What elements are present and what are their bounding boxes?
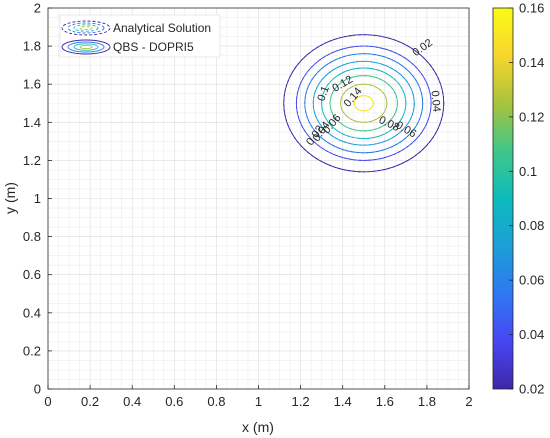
contour-qbs-0.14	[340, 83, 388, 123]
colorbar-tick-label: 0.1	[519, 164, 537, 179]
y-tick-label: 1	[34, 191, 41, 206]
colorbar-ticks: 0.02 0.04 0.06 0.08 0.1 0.12 0.14 0.16	[509, 1, 544, 397]
legend-symbol-ring	[67, 22, 105, 34]
colorbar-tick-label: 0.14	[519, 55, 544, 70]
legend-symbol-ring	[73, 24, 99, 32]
x-tick-label: 0.8	[207, 394, 225, 409]
legend-symbol-ring	[73, 43, 99, 51]
y-tick-label: 0.2	[23, 343, 41, 358]
y-axis-ticks: 0 0.2 0.4 0.6 0.8 1 1.2 1.4 1.6 1.8 2	[23, 1, 52, 397]
y-tick-label: 1.8	[23, 39, 41, 54]
contour-label: 0.1	[315, 84, 332, 102]
y-tick-label: 1.2	[23, 153, 41, 168]
x-axis-label: x (m)	[242, 419, 274, 435]
legend-label-analytical: Analytical Solution	[113, 21, 211, 35]
x-tick-label: 0	[44, 394, 51, 409]
x-tick-label: 1.4	[334, 394, 352, 409]
x-tick-label: 0.2	[81, 394, 99, 409]
y-tick-label: 2	[34, 1, 41, 16]
legend: Analytical Solution QBS - DOPRI5	[59, 14, 221, 58]
x-tick-label: 0.6	[165, 394, 183, 409]
x-tick-label: 0.4	[123, 394, 141, 409]
contour-qbs-0.06	[304, 53, 424, 154]
y-tick-label: 0.6	[23, 267, 41, 282]
x-axis-ticks: 0 0.2 0.4 0.6 0.8 1 1.2 1.4 1.6 1.8 2	[44, 385, 473, 409]
contour-qbs-0.1	[321, 67, 407, 139]
colorbar-tick-label: 0.06	[519, 273, 544, 288]
grid	[48, 8, 469, 389]
colorbar	[492, 7, 514, 390]
colorbar-tick-label: 0.12	[519, 109, 544, 124]
contour-qbs-0.12	[329, 75, 398, 132]
x-tick-label: 1	[255, 394, 262, 409]
x-tick-label: 1.6	[376, 394, 394, 409]
contour-qbs-0.02	[283, 34, 445, 173]
legend-label-qbs: QBS - DOPRI5	[113, 40, 194, 54]
y-tick-label: 0	[34, 382, 41, 397]
y-axis-label: y (m)	[2, 182, 18, 214]
legend-symbol-ring	[61, 20, 111, 36]
contour-label: 0.04	[429, 90, 443, 112]
y-tick-label: 0.8	[23, 229, 41, 244]
legend-symbol-ring	[79, 25, 93, 31]
x-tick-label: 1.2	[292, 394, 310, 409]
x-tick-label: 2	[465, 394, 472, 409]
legend-symbol-ring	[61, 39, 111, 55]
legend-symbol-qbs	[61, 39, 111, 55]
colorbar-tick-label: 0.08	[519, 218, 544, 233]
legend-symbol-analytical	[61, 20, 111, 36]
contour-qbs-0.04	[295, 45, 432, 161]
colorbar-tick-label: 0.16	[519, 1, 544, 16]
legend-symbol-ring	[67, 41, 105, 53]
contour-qbs-0.08	[312, 60, 415, 146]
legend-symbol-ring	[79, 44, 93, 50]
y-tick-label: 1.6	[23, 77, 41, 92]
y-tick-label: 1.4	[23, 115, 41, 130]
y-tick-label: 0.4	[23, 305, 41, 320]
contour-set	[283, 34, 445, 173]
contour-qbs-0.16	[353, 95, 374, 112]
colorbar-tick-label: 0.04	[519, 327, 544, 342]
colorbar-tick-label: 0.02	[519, 382, 544, 397]
x-tick-label: 1.8	[418, 394, 436, 409]
